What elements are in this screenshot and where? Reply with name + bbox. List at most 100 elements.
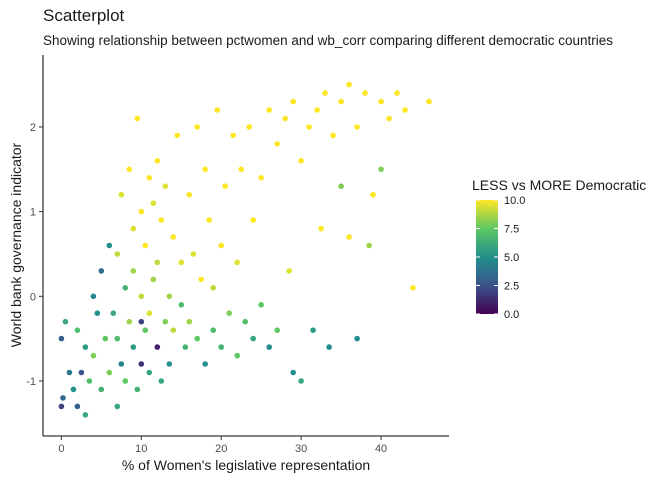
data-point [114,403,121,410]
y-tick-label: -1 [26,376,36,388]
data-point [266,344,273,350]
data-point [134,115,141,122]
data-point [138,293,145,300]
x-tick-label: 30 [295,443,307,455]
data-point [426,98,432,105]
data-point [322,90,328,96]
data-point [98,386,105,393]
data-point [330,132,336,139]
legend-title: LESS vs MORE Democratic [472,177,646,193]
data-point [138,361,145,367]
data-point [314,107,320,113]
x-tick-label: 20 [215,443,227,455]
data-point [130,344,137,350]
legend-tick-label: 10.0 [504,195,525,207]
data-point [162,318,169,325]
data-point [98,268,105,274]
data-point [186,191,193,198]
data-point [222,183,228,189]
data-point [90,352,97,359]
y-ticks: -1 0 1 2 [26,122,43,388]
legend: LESS vs MORE Democratic 0.0 2.5 5.0 7.5 10.0 [472,177,646,321]
data-point [354,335,360,342]
data-point [202,361,208,367]
data-point [158,217,165,223]
data-point [402,107,408,113]
data-point [118,191,125,198]
x-axis-title: % of Women's legislative representation [122,457,370,473]
data-point [126,318,133,325]
data-point [94,310,101,317]
y-tick-label: 0 [30,291,36,303]
data-point [378,98,384,105]
data-point [338,98,344,105]
data-point [290,369,297,376]
data-point [298,158,304,164]
data-point [114,251,121,257]
data-point [346,81,352,88]
data-point [90,293,97,300]
data-point [298,378,304,384]
data-point [234,352,240,359]
data-point [122,378,129,384]
data-point [126,166,133,173]
data-point [274,327,281,334]
data-point [118,361,125,367]
data-point [326,344,332,350]
data-point [154,158,161,164]
data-point [146,175,153,181]
chart-title: Scatterplot [43,6,125,25]
data-point [378,166,384,173]
data-point [366,242,372,249]
y-tick-label: 2 [30,122,36,134]
data-point [346,234,352,240]
data-point [286,268,293,274]
data-point [146,310,153,317]
data-point [362,90,368,96]
data-point [318,225,324,232]
data-point [190,251,197,257]
data-point [122,285,129,291]
data-point [250,335,256,342]
data-point [74,403,81,410]
data-point [166,361,173,367]
data-point [60,395,66,401]
data-point [170,327,177,334]
data-point [82,412,89,418]
data-point [74,327,81,334]
data-point [386,115,392,122]
data-point [162,183,169,189]
data-point [194,124,200,130]
data-point [202,166,208,173]
legend-tick-label: 7.5 [504,224,519,236]
data-point [178,259,185,266]
data-point [110,310,117,317]
data-point [206,217,212,223]
data-point [210,285,216,291]
data-point [234,259,240,266]
data-point [166,293,173,300]
data-point [338,183,344,189]
data-point [138,208,145,215]
data-point [134,386,141,393]
y-axis-title: World bank governance indicator [8,142,24,347]
data-point [354,124,360,130]
data-point [70,386,77,393]
data-point [82,344,89,350]
data-point [266,107,273,113]
data-point [210,327,216,334]
data-point [174,132,181,139]
data-point [78,369,85,376]
data-point [150,276,157,283]
data-point [186,318,193,325]
data-point [230,132,236,139]
y-tick-label: 1 [30,207,36,219]
data-point [410,285,416,291]
data-point [150,200,157,206]
legend-colorbar [476,200,498,314]
data-point [226,310,232,317]
data-point [142,242,149,249]
data-point [306,124,312,130]
data-point [218,242,224,249]
